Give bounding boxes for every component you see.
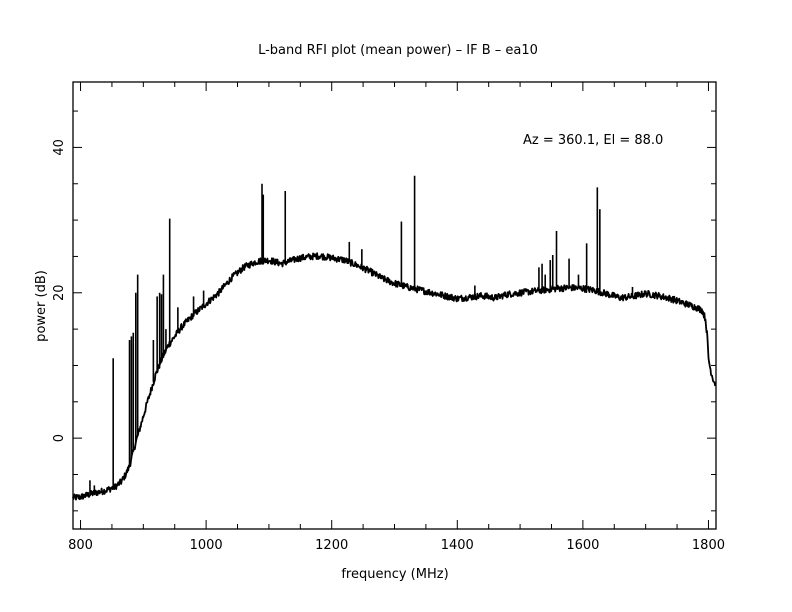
axis-ticks <box>73 82 716 529</box>
y-tick-label: 0 <box>52 434 67 442</box>
pointing-annotation: Az = 360.1, El = 88.0 <box>523 133 663 148</box>
y-axis-label: power (dB) <box>34 270 49 342</box>
chart-title: L-band RFI plot (mean power) – IF B – ea… <box>258 43 538 58</box>
x-tick-label: 800 <box>68 538 93 553</box>
power-spectrum-line <box>72 252 717 501</box>
x-tick-label: 1800 <box>692 538 725 553</box>
y-tick-labels: 0 20 40 <box>52 139 67 442</box>
x-tick-label: 1600 <box>566 538 599 553</box>
x-tick-label: 1200 <box>315 538 348 553</box>
rfi-spikes <box>89 175 634 495</box>
x-tick-label: 1000 <box>190 538 223 553</box>
x-tick-labels: 800 1000 1200 1400 1600 1800 <box>68 538 725 553</box>
y-tick-label: 20 <box>52 285 67 302</box>
x-axis-label: frequency (MHz) <box>341 567 448 582</box>
x-tick-label: 1400 <box>441 538 474 553</box>
y-tick-label: 40 <box>52 139 67 156</box>
